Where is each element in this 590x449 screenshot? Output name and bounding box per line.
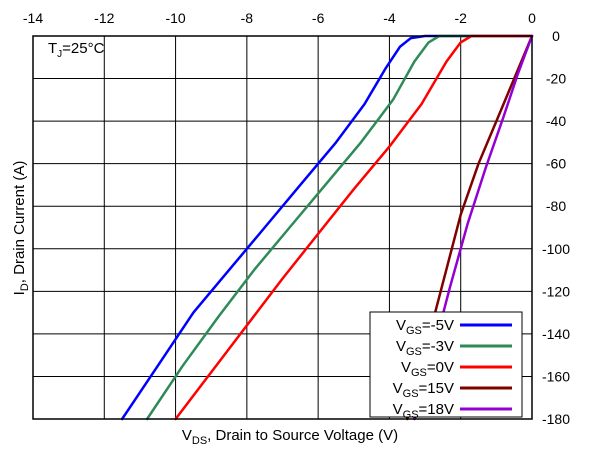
y-tick-labels: 0 -20 -40 -60 -80 -100 -120 -140 -160 -180 (542, 28, 570, 427)
x-tick-label: -14 (23, 10, 43, 26)
x-tick-label: -8 (241, 10, 254, 26)
x-tick-label: -2 (454, 10, 467, 26)
y-tick-label: -40 (546, 113, 566, 129)
legend-label: VGS=15V (393, 380, 454, 400)
x-tick-label: -6 (312, 10, 325, 26)
x-tick-label: -4 (383, 10, 396, 26)
y-tick-label: -120 (542, 283, 570, 299)
legend-label: VGS=18V (393, 401, 454, 421)
legend-label: VGS=-3V (396, 338, 454, 358)
legend-label: VGS=-5V (396, 317, 454, 337)
x-tick-label: -12 (94, 10, 114, 26)
x-axis-title: VDS, Drain to Source Voltage (V) (182, 427, 398, 447)
y-tick-label: 0 (552, 28, 560, 44)
x-tick-labels: -14 -12 -10 -8 -6 -4 -2 0 (23, 10, 536, 26)
x-tick-label: -10 (165, 10, 185, 26)
y-tick-label: -180 (542, 411, 570, 427)
y-axis-title: ID, Drain Current (A) (11, 161, 31, 296)
legend-label: VGS=0V (401, 359, 454, 379)
y-tick-label: -160 (542, 368, 570, 384)
legend-box (369, 311, 523, 418)
y-tick-label: -140 (542, 326, 570, 342)
y-tick-label: -60 (546, 156, 566, 172)
temperature-annotation: TJ=25°C (48, 40, 105, 60)
y-tick-label: -80 (546, 198, 566, 214)
plot-frame (32, 35, 533, 420)
y-tick-label: -100 (542, 241, 570, 257)
series-line (120, 34, 534, 421)
series-line (174, 34, 534, 421)
x-tick-label: 0 (528, 10, 536, 26)
y-tick-label: -20 (546, 71, 566, 87)
series-line (145, 34, 534, 421)
